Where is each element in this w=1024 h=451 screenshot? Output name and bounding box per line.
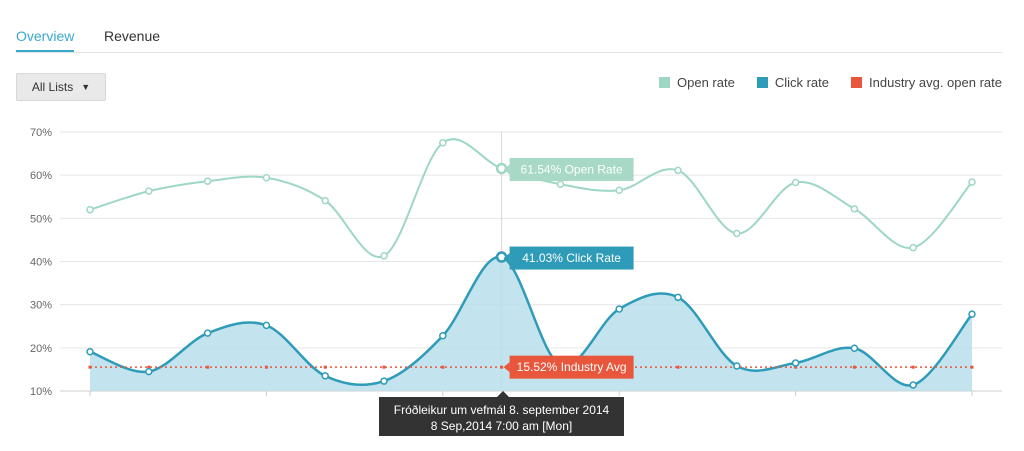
click-rate-point (674, 293, 682, 302)
industry-avg-point (88, 365, 92, 369)
industry-avg-annotation-text: 15.52% Industry Avg (517, 360, 627, 374)
open-rate-annotation-text: 61.54% Open Rate (521, 163, 623, 177)
click-rate-annotation-pointer (503, 253, 510, 264)
legend-label-open-rate: Open rate (677, 75, 735, 90)
industry-avg-point (911, 365, 915, 369)
tooltip-title: Fróðleikur um vefmál 8. september 2014 (393, 403, 610, 417)
click-rate-point (495, 251, 508, 263)
y-tick-label: 50% (30, 213, 52, 225)
click-rate-point (380, 377, 388, 385)
click-rate-point (321, 372, 329, 380)
open-rate-point (495, 162, 508, 175)
legend-label-click-rate: Click rate (774, 75, 830, 90)
open-rate-annotation-box (509, 158, 634, 182)
click-rate-point (791, 359, 800, 367)
click-rate-point (439, 331, 447, 340)
click-rate-annotation-box (509, 246, 634, 270)
open-rate-point (615, 186, 623, 195)
legend-item-industry-avg[interactable]: Industry avg. open rate (851, 75, 1002, 90)
y-tick-label: 70% (30, 127, 52, 139)
legend-label-industry-avg: Industry avg. open rate (869, 75, 1002, 90)
industry-avg-point (147, 365, 151, 369)
industry-avg-annotation-pointer (503, 362, 510, 373)
open-rate-point (380, 252, 388, 260)
open-rate-point (321, 196, 329, 205)
tooltip-date: 8 Sep,2014 7:00 am [Mon] (430, 419, 573, 433)
legend-item-click-rate[interactable]: Click rate (756, 75, 830, 90)
chart-legend: Open rate Click rate Industry avg. open … (659, 75, 1002, 90)
y-tick-label: 30% (30, 300, 52, 312)
open-rate-point (733, 229, 741, 238)
open-rate-point (439, 139, 447, 147)
industry-avg-point (970, 365, 974, 369)
tab-overview[interactable]: Overview (16, 28, 75, 52)
legend-swatch-open-rate (659, 77, 670, 88)
click-rate-point (86, 347, 94, 356)
open-rate-point (968, 178, 976, 186)
open-rate-point (145, 187, 153, 195)
open-rate-point (556, 180, 565, 188)
y-tick-label: 10% (30, 386, 52, 398)
date-tooltip: Fróðleikur um vefmál 8. september 2014 8… (379, 391, 624, 436)
industry-avg-point (500, 365, 504, 369)
click-rate-point (968, 310, 976, 318)
chevron-down-icon: ▼ (81, 82, 91, 92)
click-rate-annotation-text: 41.03% Click Rate (522, 251, 621, 265)
y-tick-label: 20% (30, 343, 52, 355)
open-rate-point (909, 243, 917, 252)
click-rate-point (909, 381, 917, 389)
industry-avg-point (382, 365, 386, 369)
click-rate-area (90, 256, 972, 391)
click-rate-point (203, 329, 212, 337)
click-rate-point (615, 305, 623, 313)
industry-avg-point (441, 365, 445, 369)
legend-swatch-industry-avg (851, 77, 863, 88)
legend-item-open-rate[interactable]: Open rate (659, 75, 735, 90)
list-selector-label: All Lists (31, 80, 74, 94)
list-selector-dropdown[interactable]: All Lists ▼ (16, 73, 106, 101)
industry-avg-point (323, 365, 327, 369)
tab-revenue[interactable]: Revenue (104, 28, 161, 44)
click-rate-line (89, 255, 973, 387)
open-rate-point (850, 205, 859, 213)
open-rate-point (674, 166, 682, 175)
open-rate-point (86, 205, 94, 214)
click-rate-point (262, 321, 271, 330)
industry-avg-point (676, 365, 680, 369)
click-rate-point (733, 362, 741, 370)
industry-avg-point (264, 365, 268, 369)
tab-bar: Overview Revenue (16, 0, 1002, 53)
open-rate-point (203, 177, 212, 185)
click-rate-point (850, 344, 859, 353)
open-rate-point (262, 174, 271, 182)
industry-avg-annotation-box (509, 355, 634, 379)
legend-swatch-click-rate (756, 77, 768, 88)
y-tick-label: 60% (30, 170, 52, 182)
industry-avg-point (206, 365, 210, 369)
open-rate-line (89, 138, 973, 259)
industry-avg-point (852, 365, 856, 369)
y-tick-label: 40% (30, 257, 52, 269)
open-rate-annotation-pointer (503, 164, 510, 175)
click-rate-point (145, 367, 153, 376)
industry-avg-point (794, 365, 798, 369)
open-rate-point (791, 178, 800, 187)
